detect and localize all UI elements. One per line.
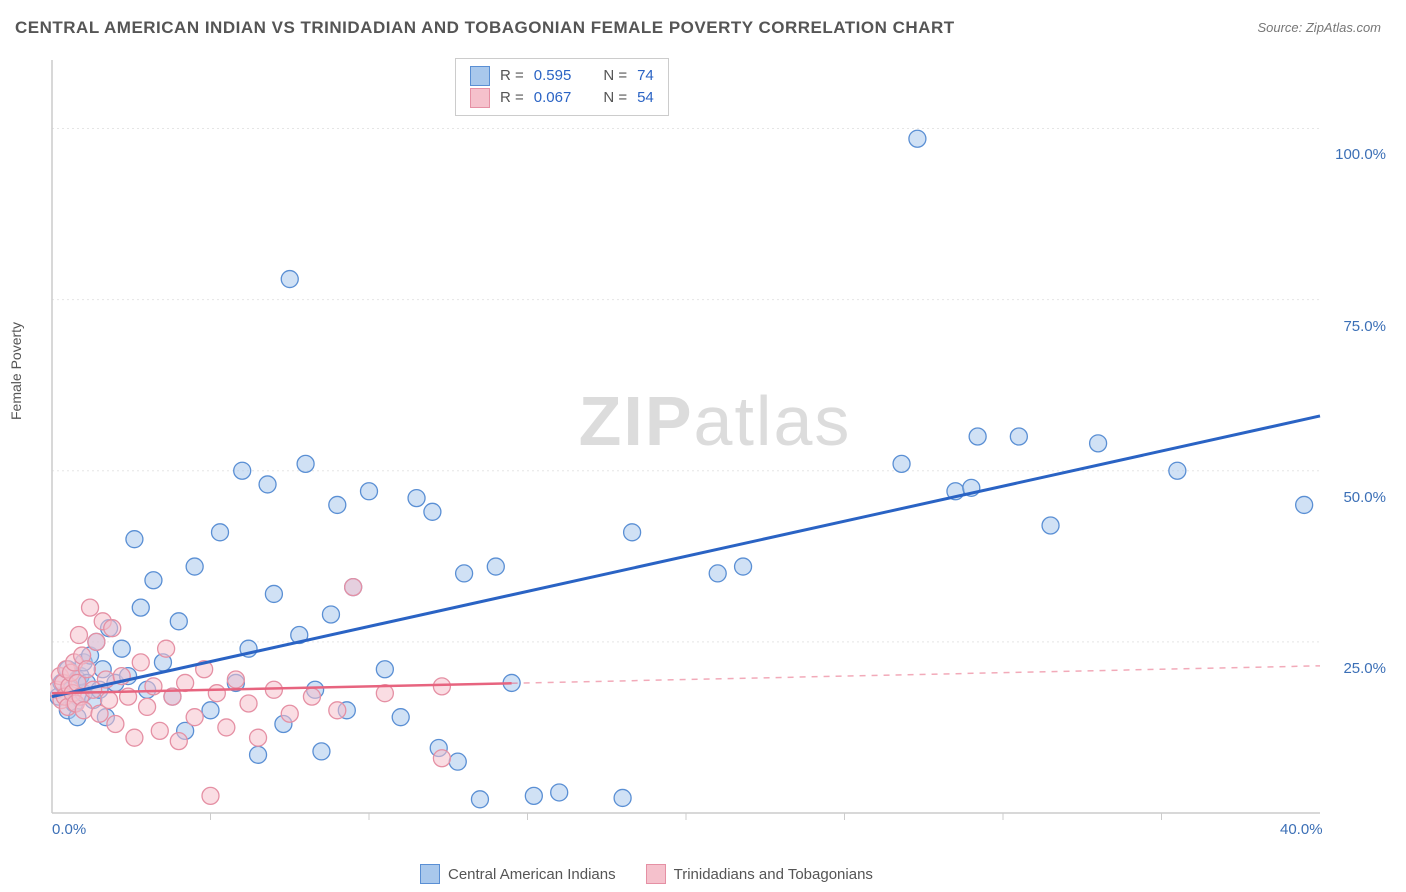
legend-label-2: Trinidadians and Tobagonians [674, 866, 873, 883]
legend-label-1: Central American Indians [448, 866, 616, 883]
series-legend: Central American Indians Trinidadians an… [420, 864, 873, 884]
r-value-1: 0.595 [534, 65, 572, 87]
swatch-series-1 [470, 66, 490, 86]
n-label-2: N = [603, 87, 627, 109]
legend-item-series-2: Trinidadians and Tobagonians [646, 864, 873, 884]
stats-row-series-2: R = 0.067 N = 54 [470, 87, 654, 109]
r-label-2: R = [500, 87, 524, 109]
y-tick-label: 100.0% [1335, 146, 1386, 163]
scatter-chart-svg [50, 55, 1380, 833]
legend-swatch-1 [420, 864, 440, 884]
n-label-1: N = [603, 65, 627, 87]
n-value-2: 54 [637, 87, 654, 109]
x-tick-label: 40.0% [1280, 821, 1323, 838]
r-label-1: R = [500, 65, 524, 87]
legend-swatch-2 [646, 864, 666, 884]
x-tick-label: 0.0% [52, 821, 86, 838]
chart-title: CENTRAL AMERICAN INDIAN VS TRINIDADIAN A… [15, 18, 955, 38]
legend-item-series-1: Central American Indians [420, 864, 616, 884]
correlation-stats-legend: R = 0.595 N = 74 R = 0.067 N = 54 [455, 58, 669, 116]
y-tick-label: 75.0% [1343, 318, 1386, 335]
r-value-2: 0.067 [534, 87, 572, 109]
chart-plot-area: ZIPatlas [50, 55, 1380, 833]
y-axis-label: Female Poverty [8, 322, 24, 420]
y-tick-label: 50.0% [1343, 489, 1386, 506]
swatch-series-2 [470, 88, 490, 108]
source-attribution: Source: ZipAtlas.com [1257, 20, 1381, 35]
n-value-1: 74 [637, 65, 654, 87]
y-tick-label: 25.0% [1343, 660, 1386, 677]
stats-row-series-1: R = 0.595 N = 74 [470, 65, 654, 87]
